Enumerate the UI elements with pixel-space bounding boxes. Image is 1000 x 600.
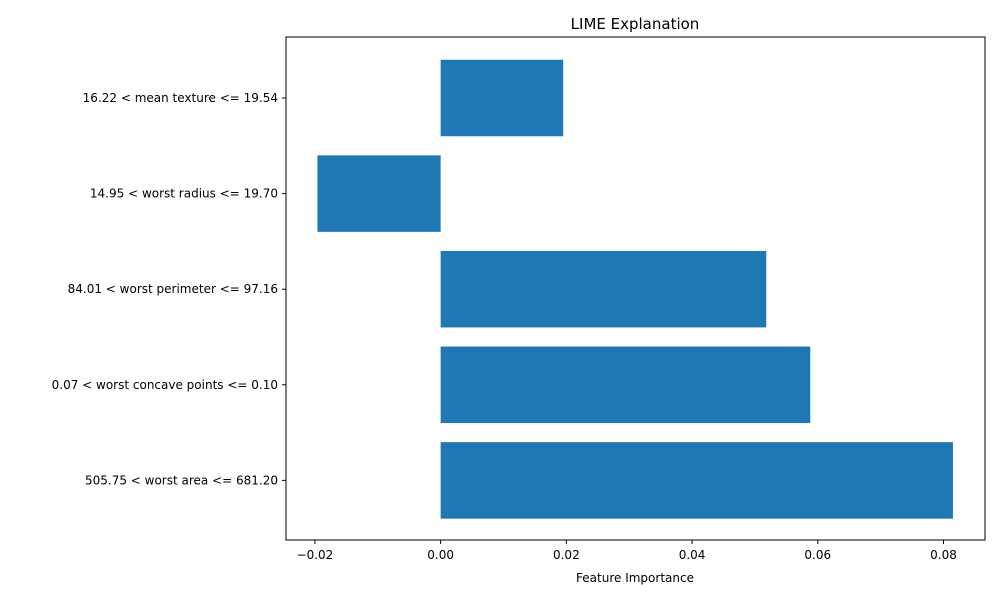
x-tick-label: −0.02 (297, 548, 334, 562)
x-tick-label: 0.02 (553, 548, 580, 562)
x-axis-label: Feature Importance (576, 571, 694, 585)
bar-5 (440, 442, 953, 519)
y-tick-label: 505.75 < worst area <= 681.20 (85, 473, 278, 487)
x-tick-label: 0.08 (930, 548, 957, 562)
y-axis-ticks: 16.22 < mean texture <= 19.54 14.95 < wor… (52, 91, 286, 487)
x-tick-label: 0.04 (679, 548, 706, 562)
x-axis-ticks: −0.02 0.00 0.02 0.04 0.06 0.08 (297, 540, 957, 562)
y-tick-label: 84.01 < worst perimeter <= 97.16 (68, 282, 278, 296)
chart-title: LIME Explanation (571, 15, 700, 33)
y-tick-label: 16.22 < mean texture <= 19.54 (83, 91, 278, 105)
plot-frame (285, 36, 986, 541)
bar-4 (440, 346, 811, 424)
y-tick-label: 14.95 < worst radius <= 19.70 (90, 187, 278, 201)
x-tick-label: 0.06 (804, 548, 831, 562)
bars-group (317, 59, 953, 519)
bar-3 (440, 250, 767, 328)
bar-2 (317, 155, 441, 232)
y-tick-label: 0.07 < worst concave points <= 0.10 (52, 378, 278, 392)
bar-1 (440, 59, 564, 137)
x-tick-label: 0.00 (427, 548, 454, 562)
